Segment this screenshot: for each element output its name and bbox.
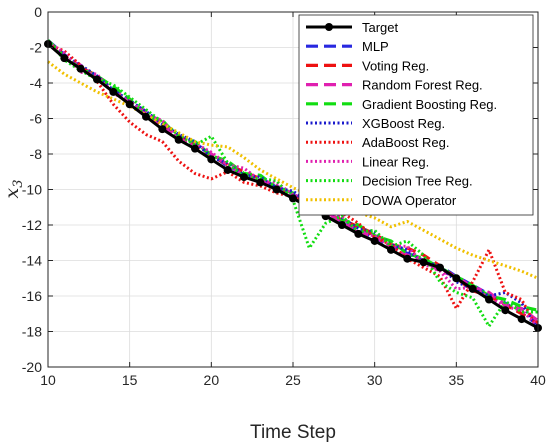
target-point [93, 75, 101, 84]
y-tick-label: -14 [22, 253, 42, 269]
target-point [272, 185, 281, 194]
target-point [436, 263, 444, 272]
legend-label: MLP [362, 39, 389, 54]
legend-entry-mlp: MLP [306, 39, 389, 54]
target-point [517, 315, 526, 324]
y-tick-label: -20 [22, 359, 42, 375]
legend-label: AdaBoost Reg. [362, 135, 449, 150]
target-point [370, 236, 379, 245]
y-tick-label: -10 [22, 182, 42, 198]
x-axis-ticks: 10 15 20 25 30 35 40 [40, 12, 546, 388]
target-point [256, 178, 265, 187]
legend-entry-xgboost-reg: XGBoost Reg. [306, 116, 445, 131]
x-tick-label: 20 [204, 372, 220, 388]
legend: Target MLP Voting Reg. Random Forest Reg. Gr… [298, 14, 534, 216]
y-axis-title-subscript: 3 [11, 180, 26, 188]
y-tick-label: -2 [30, 40, 43, 56]
y-tick-label: -16 [22, 288, 42, 304]
target-point [485, 295, 493, 304]
legend-marker [325, 23, 333, 31]
target-point [468, 284, 477, 293]
y-tick-label: 0 [34, 4, 42, 20]
y-tick-label: -6 [30, 111, 43, 127]
x-tick-label: 40 [530, 372, 546, 388]
legend-entry-target: Target [306, 20, 399, 35]
x-tick-label: 35 [449, 372, 465, 388]
target-point [142, 112, 150, 121]
y-axis-title-main: x [1, 188, 23, 199]
x-axis-title: Time Step [250, 422, 336, 443]
legend-label: Voting Reg. [362, 58, 429, 73]
x-tick-label: 30 [367, 372, 383, 388]
target-point [60, 54, 69, 63]
target-point [158, 125, 167, 134]
target-point [338, 221, 346, 229]
x-tick-label: 10 [40, 372, 56, 388]
y-tick-label: -8 [30, 146, 43, 162]
target-point [452, 274, 461, 283]
legend-entry-gradient-boosting-reg: Gradient Boosting Reg. [306, 97, 497, 112]
legend-entry-voting-reg: Voting Reg. [306, 58, 429, 73]
target-point [289, 194, 297, 203]
legend-entry-linear-reg: Linear Reg. [306, 154, 429, 169]
target-point [403, 254, 412, 263]
x-tick-label: 15 [122, 372, 138, 388]
x-tick-label: 25 [285, 372, 301, 388]
legend-entry-decision-tree-reg: Decision Tree Reg. [306, 174, 473, 189]
legend-entry-dowa-operator: DOWA Operator [306, 193, 457, 208]
target-point [125, 100, 134, 109]
y-tick-label: -4 [30, 75, 43, 91]
legend-label: XGBoost Reg. [362, 116, 445, 131]
target-point [354, 229, 363, 238]
y-tick-label: -12 [22, 217, 42, 233]
y-axis-title: x3 [1, 180, 26, 199]
target-markers [44, 39, 542, 332]
target-point [191, 144, 199, 153]
target-point [109, 87, 118, 96]
legend-label: Target [362, 20, 399, 35]
legend-label: Linear Reg. [362, 154, 429, 169]
legend-label: Gradient Boosting Reg. [362, 97, 497, 112]
legend-label: Decision Tree Reg. [362, 174, 473, 189]
target-point [501, 306, 510, 315]
legend-entry-adaboost-reg: AdaBoost Reg. [306, 135, 449, 150]
target-point [419, 258, 428, 267]
target-point [207, 155, 216, 164]
target-point [76, 64, 85, 73]
target-point [223, 165, 232, 174]
target-point [240, 173, 248, 182]
target-point [387, 245, 395, 254]
y-tick-label: -18 [22, 324, 42, 340]
y-axis-ticks: 0 -2 -4 -6 -8 -10 -12 -14 -16 -18 -20 [22, 4, 538, 375]
legend-entry-random-forest-reg: Random Forest Reg. [306, 78, 483, 93]
target-point [174, 135, 183, 144]
legend-label: Random Forest Reg. [362, 78, 483, 93]
legend-label: DOWA Operator [362, 193, 457, 208]
